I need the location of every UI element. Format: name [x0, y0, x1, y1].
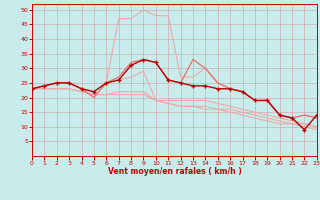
X-axis label: Vent moyen/en rafales ( km/h ): Vent moyen/en rafales ( km/h ) — [108, 167, 241, 176]
